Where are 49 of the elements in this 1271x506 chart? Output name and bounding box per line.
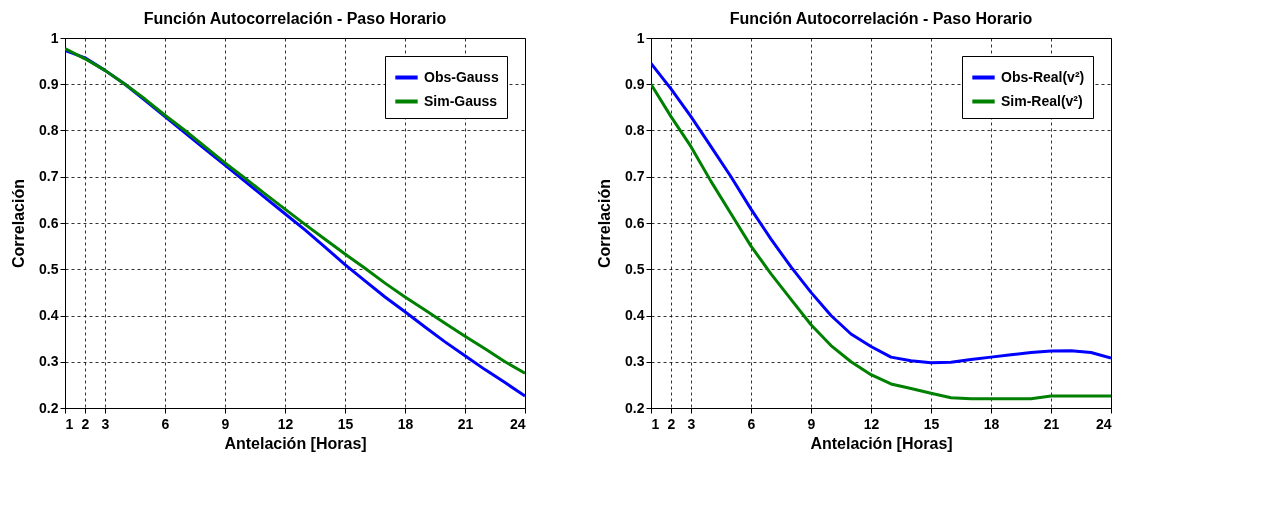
y-tick-label: 0.9 [625, 75, 645, 92]
x-tick-label: 18 [397, 415, 414, 432]
y-tick-label: 0.9 [39, 75, 59, 92]
x-tick-label: 18 [983, 415, 1000, 432]
x-tick-label: 2 [667, 415, 676, 432]
y-tick-label: 0.8 [625, 122, 645, 138]
legend-label: Sim-Gauss [424, 92, 498, 109]
x-tick-label: 24 [509, 415, 526, 432]
x-tick-label: 6 [747, 415, 756, 432]
x-tick-label: 6 [161, 415, 170, 432]
x-tick-label: 1 [651, 415, 660, 432]
x-tick-label: 9 [807, 415, 816, 432]
y-tick-label: 0.4 [625, 307, 645, 323]
chart-title: Función Autocorrelación - Paso Horario [143, 10, 447, 27]
y-tick-label: 0.7 [625, 168, 645, 185]
x-axis-title: Antelación [Horas] [810, 434, 953, 452]
y-tick-label: 0.4 [39, 307, 59, 323]
y-tick-label: 0.7 [39, 168, 59, 185]
y-tick-label: 0.8 [39, 122, 59, 138]
x-tick-label: 3 [101, 415, 110, 432]
y-tick-label: 0.2 [39, 399, 59, 416]
y-axis-title: Correlación [10, 179, 28, 268]
chart-title: Función Autocorrelación - Paso Horario [729, 10, 1033, 27]
y-tick-label: 0.2 [625, 399, 645, 416]
x-axis-title: Antelación [Horas] [224, 434, 367, 452]
x-tick-label: 12 [277, 415, 294, 432]
y-tick-label: 0.6 [625, 214, 645, 231]
line-series [651, 61, 1111, 365]
y-tick-label: 0.5 [625, 260, 645, 277]
x-tick-label: 15 [923, 415, 940, 432]
x-tick-label: 15 [337, 415, 354, 432]
legend-label: Obs-Real(v²) [1001, 68, 1085, 85]
x-tick-label: 24 [1095, 415, 1112, 432]
y-tick-label: 0.6 [39, 214, 59, 231]
y-tick-label: 1 [50, 29, 59, 46]
x-tick-label: 3 [687, 415, 696, 432]
y-tick-label: 1 [636, 29, 645, 46]
x-tick-label: 9 [221, 415, 230, 432]
x-tick-label: 1 [65, 415, 74, 432]
legend-label: Sim-Real(v²) [1001, 92, 1083, 109]
x-tick-label: 21 [1043, 415, 1060, 432]
x-tick-label: 12 [863, 415, 880, 432]
y-axis-title: Correlación [596, 179, 614, 268]
y-tick-label: 0.5 [39, 260, 59, 277]
x-tick-label: 2 [81, 415, 90, 432]
legend-label: Obs-Gauss [424, 68, 499, 85]
y-tick-label: 0.3 [625, 353, 645, 370]
y-tick-label: 0.3 [39, 353, 59, 370]
x-tick-label: 21 [457, 415, 474, 432]
